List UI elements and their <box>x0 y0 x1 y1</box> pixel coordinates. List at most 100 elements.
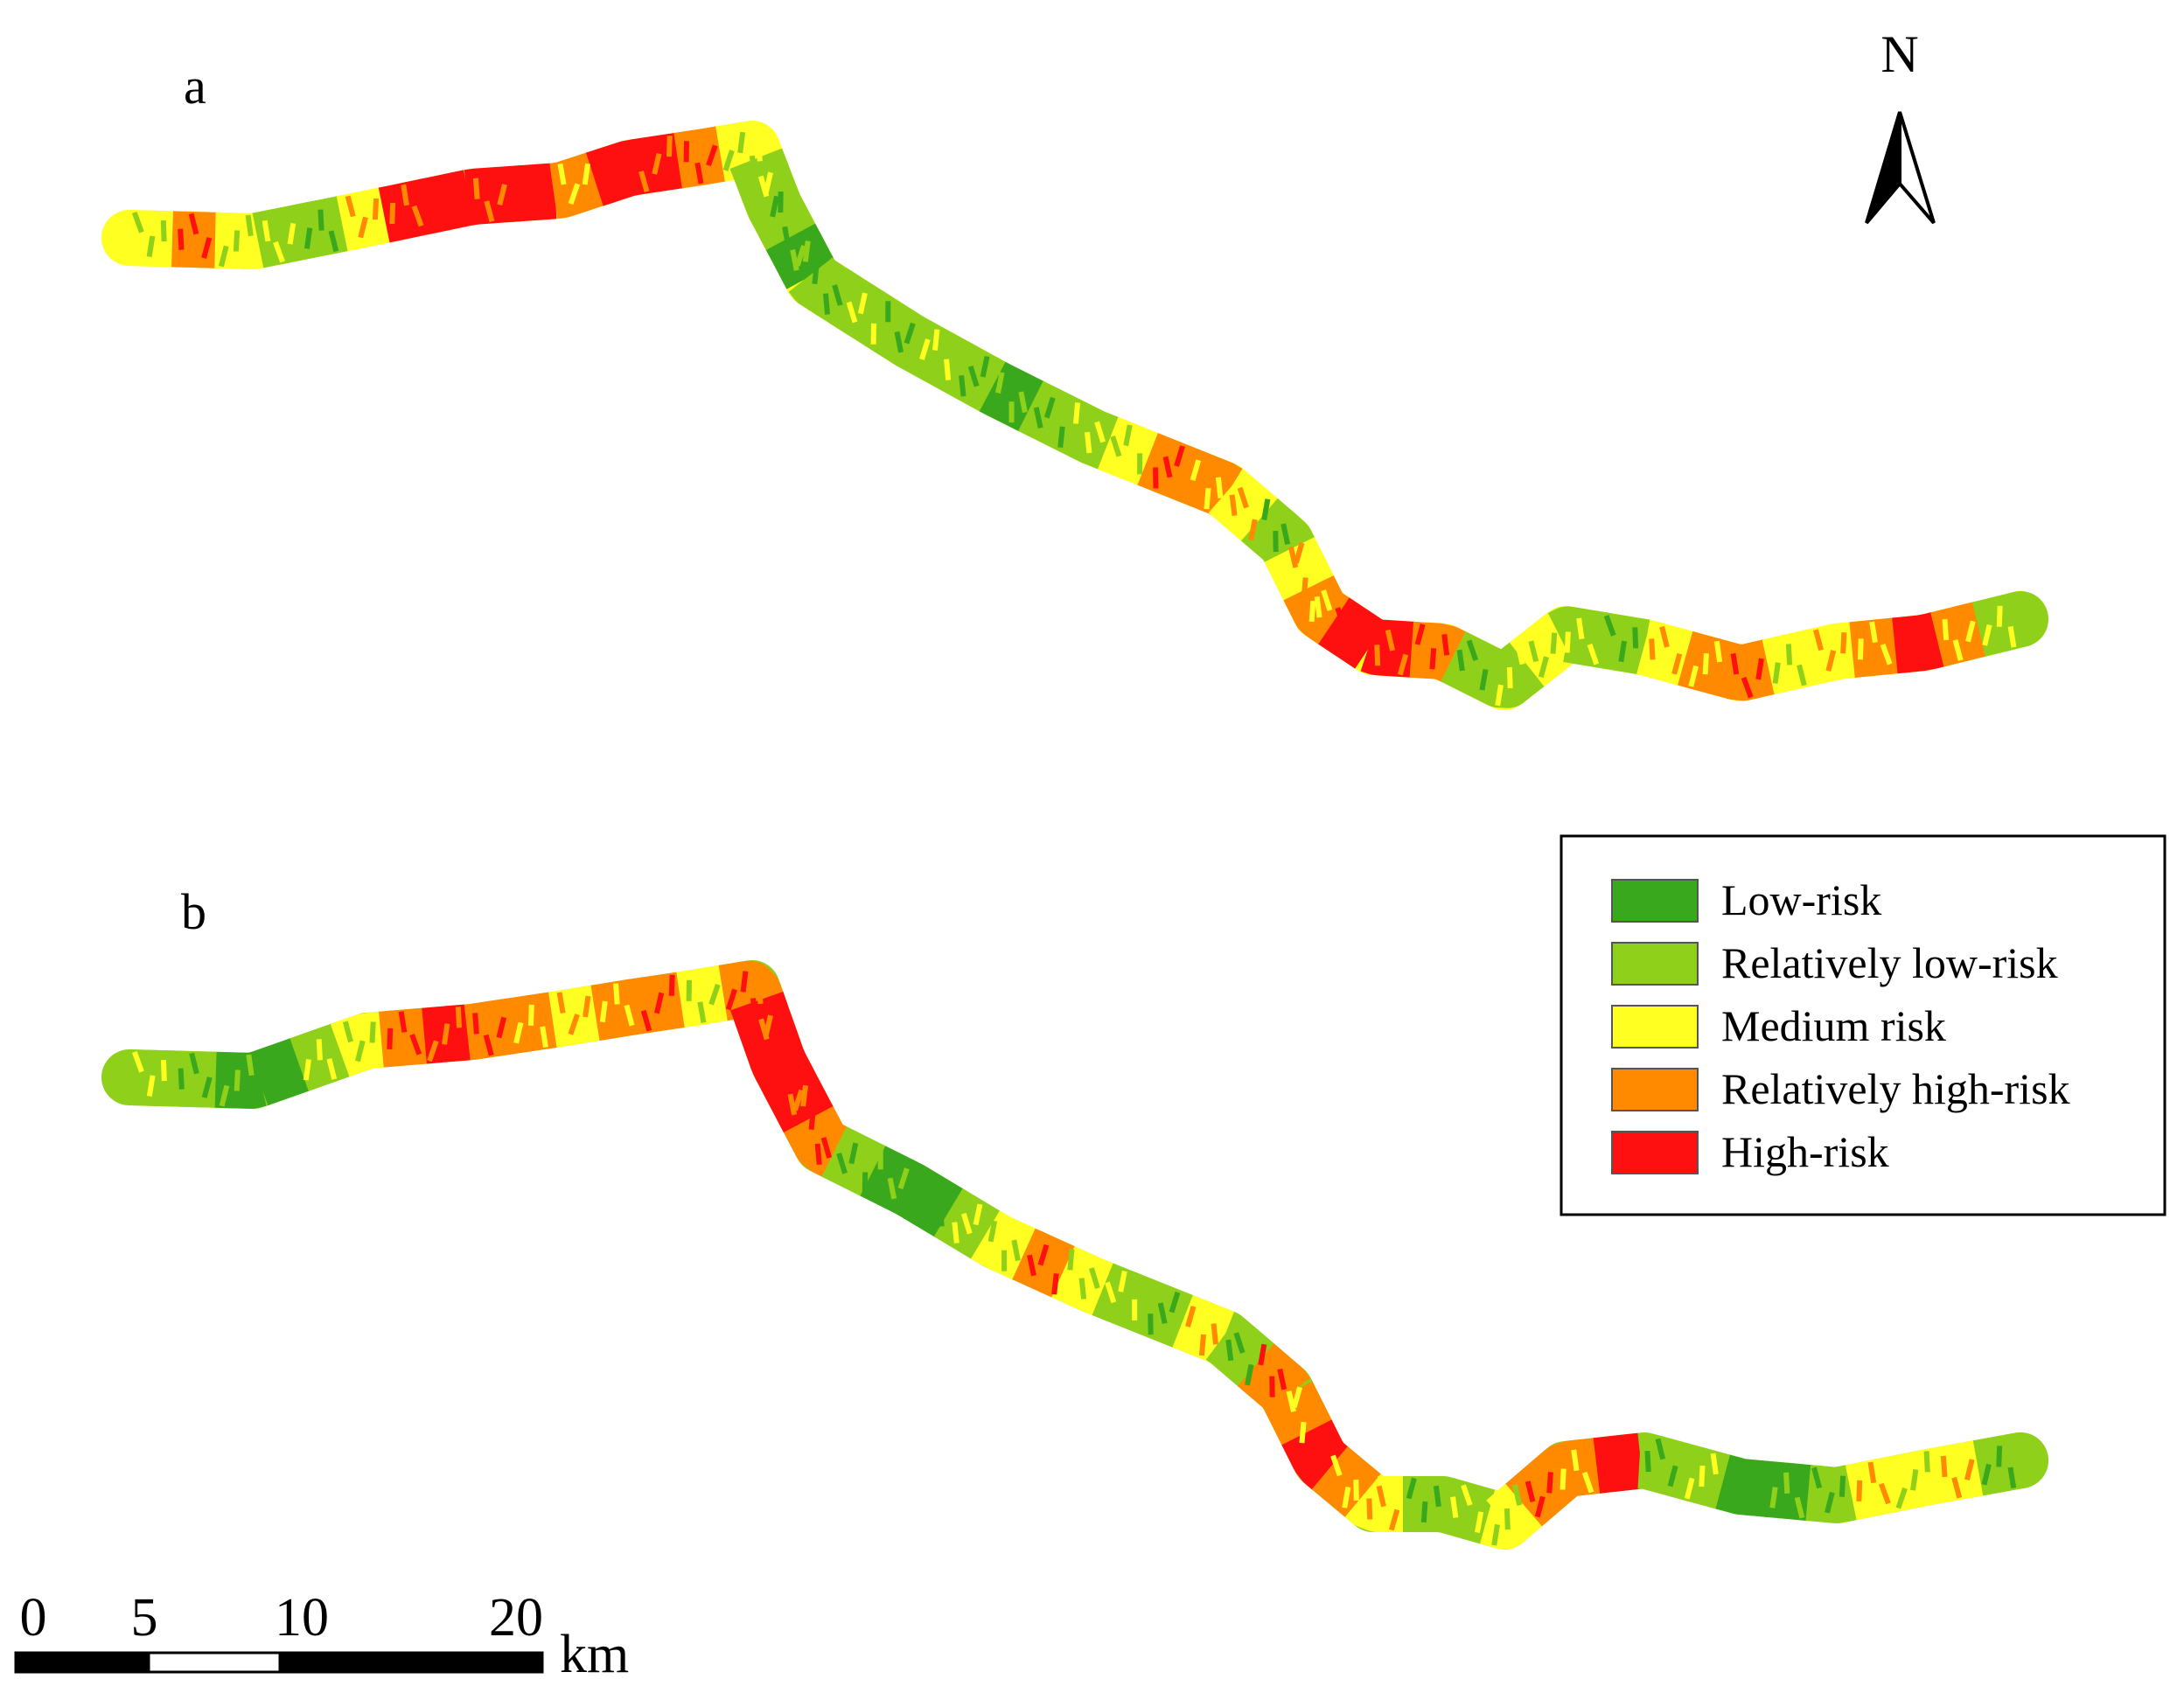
river-texture-fleck <box>792 1089 805 1111</box>
river-texture-fleck <box>528 174 535 196</box>
river-texture-fleck <box>919 338 931 360</box>
river-texture-fleck <box>342 1021 353 1043</box>
river-texture-fleck <box>959 374 966 397</box>
river-texture-fleck <box>1925 615 1932 637</box>
river-texture-fleck <box>541 196 549 219</box>
river-texture-fleck <box>1215 477 1224 498</box>
river-texture-fleck <box>756 982 764 1005</box>
river-texture-fleck <box>1785 644 1793 665</box>
river-texture-fleck <box>1294 541 1305 564</box>
river-texture-fleck <box>1008 401 1015 423</box>
river-texture-fleck <box>973 1203 983 1226</box>
river-texture-fleck <box>287 222 297 245</box>
river-texture-fleck <box>131 1050 144 1073</box>
river-texture-fleck <box>286 1056 296 1079</box>
river-texture-fleck <box>1321 589 1333 611</box>
river-texture-fleck <box>1162 456 1173 478</box>
river-texture-fleck <box>897 1167 910 1189</box>
river-texture-fleck <box>1353 1479 1359 1501</box>
river-texture-fleck <box>1157 1302 1168 1325</box>
river-texture-fleck <box>708 983 721 1006</box>
river-texture-fleck <box>1374 644 1381 666</box>
river-texture-fleck <box>666 136 673 157</box>
river-texture-fleck <box>740 971 749 993</box>
river-texture-fleck <box>1713 640 1723 663</box>
river-texture-fleck <box>146 1075 156 1097</box>
river-texture-fleck <box>1123 424 1133 447</box>
river-texture-fleck <box>1335 607 1347 629</box>
river-texture-fleck <box>1599 1438 1612 1460</box>
river-texture-fleck <box>1078 1278 1087 1299</box>
scale-segment-3 <box>278 1651 544 1674</box>
river-texture-fleck <box>1225 1339 1234 1362</box>
legend-label-high: High-risk <box>1721 1127 1889 1176</box>
river-texture-fleck <box>1429 648 1437 670</box>
river-texture-fleck <box>832 284 843 306</box>
river-texture-fleck <box>779 1070 789 1092</box>
river-texture-fleck <box>1912 632 1921 655</box>
river-texture-fleck <box>387 1028 394 1049</box>
scale-unit: km <box>560 1625 629 1684</box>
river-texture-fleck <box>219 1084 230 1107</box>
river-texture-fleck <box>1825 650 1837 672</box>
river-texture-fleck <box>778 192 784 213</box>
river-texture-fleck <box>131 211 144 233</box>
river-texture-fleck <box>1314 596 1322 618</box>
river-texture-fleck <box>1856 1480 1863 1501</box>
river-texture-fleck <box>1441 634 1450 656</box>
river-texture-fleck <box>725 988 737 1011</box>
river-texture-fleck <box>1299 1421 1307 1444</box>
river-texture-fleck <box>1479 668 1489 691</box>
river-texture-fleck <box>1414 624 1426 645</box>
river-texture-fleck <box>885 301 891 323</box>
river-texture-fleck <box>1825 1491 1835 1514</box>
river-texture-fleck <box>389 202 396 225</box>
river-texture-fleck <box>1867 1461 1877 1484</box>
river-texture-fleck <box>763 171 774 194</box>
river-texture-fleck <box>472 178 480 199</box>
river-texture-fleck <box>513 1021 524 1044</box>
river-texture-fleck <box>1204 487 1211 510</box>
river-texture-fleck <box>497 184 507 206</box>
river-texture-fleck <box>372 198 380 220</box>
river-texture-fleck <box>1869 621 1878 644</box>
river-texture-fleck <box>1614 1460 1622 1482</box>
river-texture-fleck <box>1702 653 1709 675</box>
river-texture-fleck <box>1067 1249 1075 1271</box>
river-texture-fleck <box>904 322 916 345</box>
river-texture-fleck <box>1229 494 1238 516</box>
river-texture-fleck <box>1406 1477 1417 1500</box>
river-texture-fleck <box>1603 615 1616 637</box>
river-texture-fleck <box>1839 1475 1846 1497</box>
river-texture-fleck <box>862 1172 869 1194</box>
scale-tick-10: 10 <box>275 1588 329 1648</box>
river-texture-fleck <box>1450 1496 1459 1518</box>
river-texture-fleck <box>1094 421 1106 443</box>
river-texture-fleck <box>1308 600 1316 623</box>
legend-label-relatively-high: Relatively high-risk <box>1721 1064 2070 1113</box>
river-texture-fleck <box>1461 1484 1473 1507</box>
river-texture-fleck <box>1366 1498 1373 1520</box>
river-texture-fleck <box>1752 1477 1762 1500</box>
river-texture-fleck <box>1783 1472 1790 1494</box>
river-texture-fleck <box>188 212 199 235</box>
river-texture-fleck <box>1996 605 2003 627</box>
river-texture-fleck <box>611 146 618 168</box>
river-texture-fleck <box>1737 1491 1750 1514</box>
river-texture-fleck <box>913 1183 925 1206</box>
river-texture-fleck <box>694 162 704 185</box>
river-texture-fleck <box>822 293 831 315</box>
river-texture-fleck <box>1655 1438 1666 1460</box>
river-texture-fleck <box>697 1001 707 1023</box>
river-texture-fleck <box>496 1016 507 1039</box>
river-texture-fleck <box>246 1054 255 1076</box>
river-texture-fleck <box>1433 1485 1441 1508</box>
river-texture-fleck <box>820 1137 833 1159</box>
north-arrow-label: N <box>1880 25 1918 83</box>
river-texture-fleck <box>540 1026 548 1049</box>
river-texture-fleck <box>1190 459 1202 482</box>
river-texture-fleck <box>1923 1451 1930 1473</box>
river-texture-fleck <box>443 191 451 213</box>
river-texture-fleck <box>1037 1244 1050 1266</box>
river-texture-fleck <box>568 1014 580 1035</box>
